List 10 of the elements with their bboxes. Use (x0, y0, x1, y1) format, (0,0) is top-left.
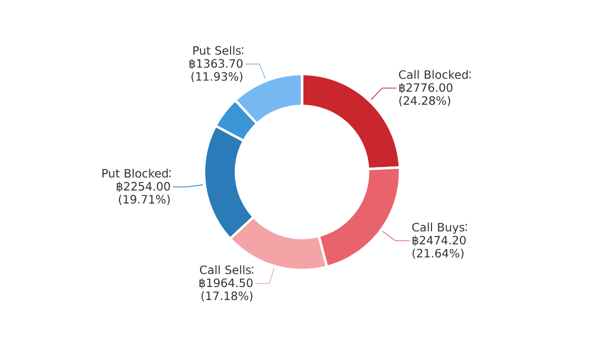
data-label: ฿1964.50 (17.18%) (199, 278, 253, 302)
slice-label: Call Blocked (399, 70, 468, 79)
data-label: ฿2776.00 (24.28%) (399, 82, 452, 106)
slice-label: Call Sells (200, 265, 251, 274)
slice-label: Put Blocked (102, 168, 168, 178)
slice-label: Call Buys (412, 222, 464, 234)
data-label: ฿1363.70 (11.93%) (189, 58, 243, 82)
data-label: ฿2254.00 (19.71%) (116, 182, 170, 205)
slice-label: Put Sells (193, 46, 241, 55)
data-label: ฿2474.20 (21.64%) (412, 236, 466, 259)
